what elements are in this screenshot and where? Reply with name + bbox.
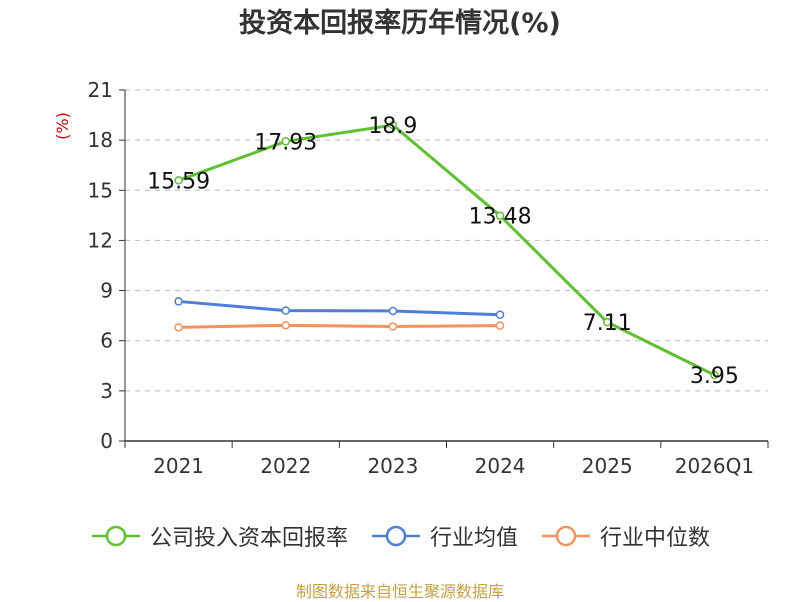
y-tick-label: 6 xyxy=(100,329,113,353)
y-tick-label: 21 xyxy=(88,78,113,102)
y-tick-label: 0 xyxy=(100,429,113,453)
legend-item-2[interactable]: 行业中位数 xyxy=(540,520,710,552)
data-label: 18.9 xyxy=(368,114,417,139)
x-tick-label: 2023 xyxy=(367,454,418,478)
legend-item-1[interactable]: 行业均值 xyxy=(370,520,518,552)
data-point[interactable] xyxy=(388,322,398,331)
series-line-0 xyxy=(178,123,716,377)
data-label: 3.95 xyxy=(690,364,739,389)
data-point[interactable] xyxy=(174,176,183,185)
data-point[interactable] xyxy=(281,321,290,330)
data-label: 17.93 xyxy=(254,130,317,155)
y-tick-label: 3 xyxy=(100,379,113,403)
data-point[interactable] xyxy=(495,310,505,320)
data-label: 15.59 xyxy=(147,169,210,194)
x-tick-label: 2022 xyxy=(260,454,311,478)
x-tick-label: 2021 xyxy=(153,454,204,478)
x-tick-label: 2024 xyxy=(475,454,526,478)
data-label: 13.48 xyxy=(469,205,532,230)
series-line-1 xyxy=(178,299,501,317)
y-tick-label: 12 xyxy=(88,228,113,252)
legend-line-circle-icon xyxy=(91,525,140,547)
data-point[interactable] xyxy=(495,211,505,220)
y-tick-label: 18 xyxy=(88,128,113,152)
legend-item-0[interactable]: 公司投入资本回报率 xyxy=(90,520,348,552)
chart-title: 投资本回报率历年情况(%) xyxy=(239,8,561,39)
data-point[interactable] xyxy=(603,317,612,327)
data-point[interactable] xyxy=(281,137,290,146)
data-point[interactable] xyxy=(388,120,398,130)
source-note: 制图数据来自恒生聚源数据库 xyxy=(295,582,504,601)
data-point[interactable] xyxy=(495,321,505,330)
series-line-2 xyxy=(178,323,501,329)
legend-line-circle-icon xyxy=(371,525,420,547)
data-point[interactable] xyxy=(388,306,398,316)
x-tick-label: 2026Q1 xyxy=(675,454,754,478)
x-tick-label: 2025 xyxy=(582,454,633,478)
data-label: 7.11 xyxy=(583,311,632,336)
y-axis-unit-label: (%) xyxy=(53,112,72,140)
data-point[interactable] xyxy=(281,306,290,315)
series-lines xyxy=(174,120,719,380)
y-tick-label: 9 xyxy=(100,279,113,303)
y-tick-label: 15 xyxy=(88,178,113,202)
legend-label: 行业中位数 xyxy=(600,526,711,551)
axes: 0 3 6 9 12 15 18 21 2021 2022 2023 2024 2025 2026Q1 xyxy=(88,78,769,478)
data-point[interactable] xyxy=(174,323,183,332)
legend-label: 公司投入资本回报率 xyxy=(149,526,348,551)
legend-line-circle-icon xyxy=(542,525,590,547)
legend-label: 行业均值 xyxy=(429,526,518,551)
data-point[interactable] xyxy=(174,297,183,306)
grid-lines xyxy=(125,89,768,392)
data-labels: 15.59 17.93 18.9 13.48 7.11 3.95 xyxy=(147,114,739,389)
data-point[interactable] xyxy=(710,370,719,380)
legend: 公司投入资本回报率 行业均值 行业中位数 xyxy=(0,516,800,556)
